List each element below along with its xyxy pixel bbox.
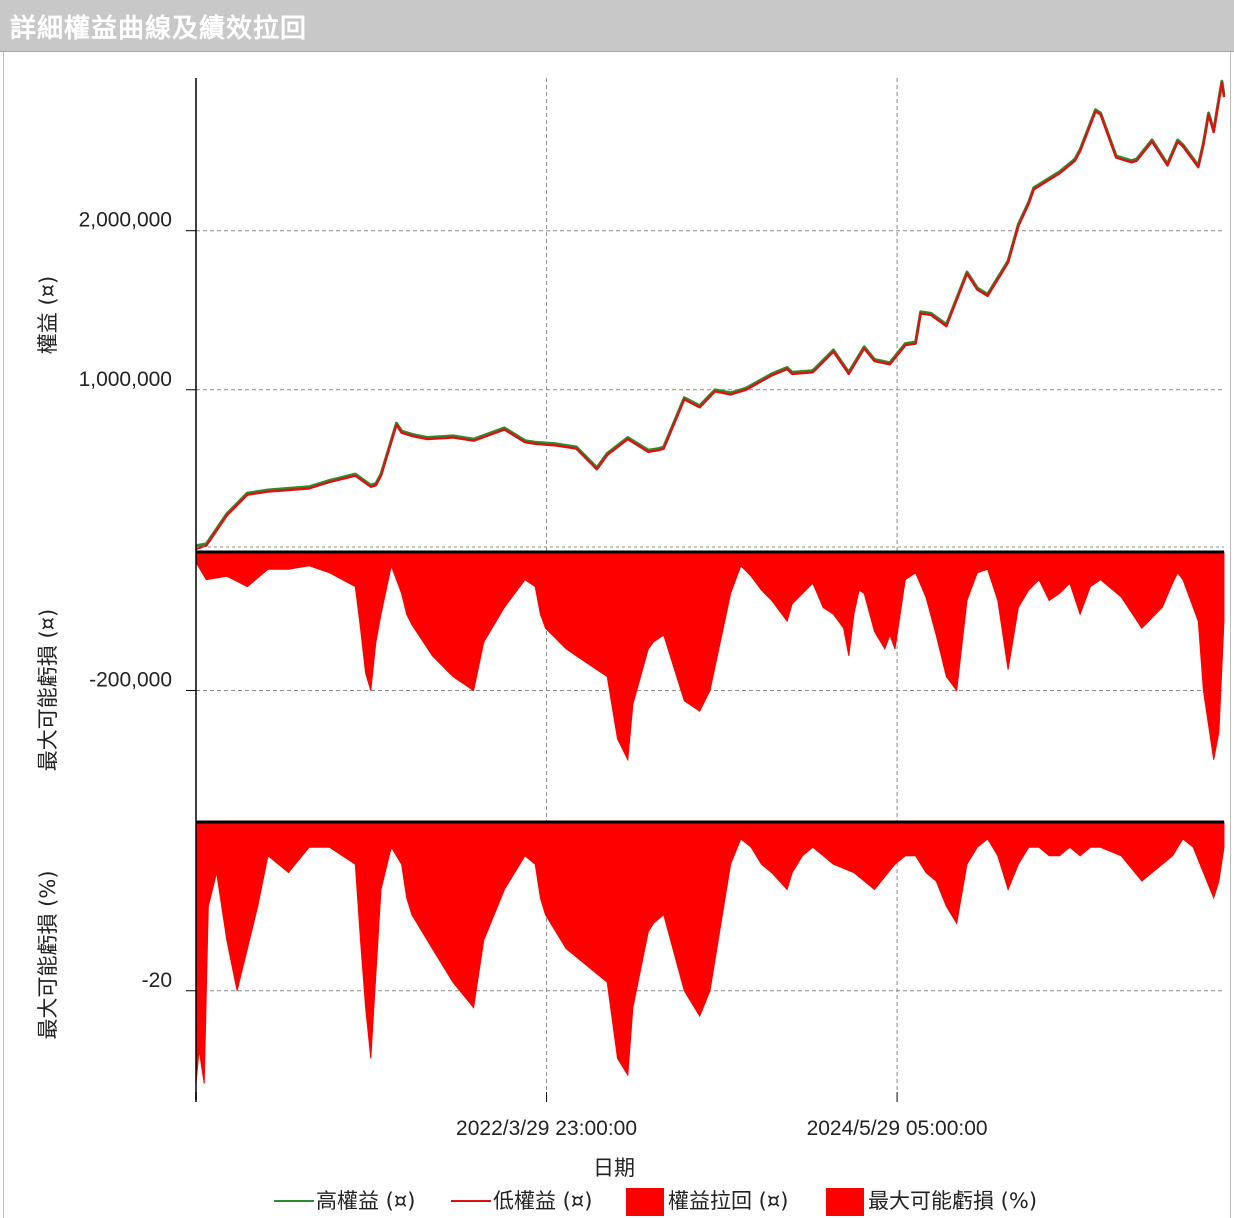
series-area-equity-pullback	[195, 551, 1225, 762]
x-tick-label-0: 2022/3/29 23:00:00	[456, 1117, 637, 1140]
legend-label-1: 低權益 (¤)	[493, 1189, 592, 1213]
legend-swatch-2	[626, 1188, 664, 1216]
series-line-low-equity	[195, 81, 1226, 550]
y-axis-label-0: 權益 (¤)	[36, 276, 60, 354]
window-title: 詳細權益曲線及績效拉回	[10, 14, 308, 44]
legend-label-0: 高權益 (¤)	[316, 1189, 415, 1213]
frame-left-border	[3, 52, 4, 1218]
x-axis-label: 日期	[593, 1156, 635, 1180]
frame-right-border	[1230, 52, 1231, 1218]
y-tick-label-p1-0: -200,000	[89, 668, 172, 691]
legend-swatch-3	[826, 1188, 864, 1216]
y-axis-label-2: 最大可能虧損 (%)	[36, 870, 60, 1039]
legend-label-3: 最大可能虧損 (%)	[868, 1189, 1037, 1213]
y-axis-label-1: 最大可能虧損 (¤)	[36, 609, 60, 771]
y-tick-label-p0-0: 1,000,000	[79, 368, 172, 391]
series-area-max-loss-pct	[195, 821, 1225, 1084]
title-bar: 詳細權益曲線及績效拉回	[0, 0, 1234, 52]
y-tick-label-p2-0: -20	[142, 969, 172, 992]
y-tick-label-p0-1: 2,000,000	[79, 209, 172, 232]
x-tick-label-1: 2024/5/29 05:00:00	[807, 1117, 988, 1140]
legend-label-2: 權益拉回 (¤)	[668, 1189, 788, 1213]
